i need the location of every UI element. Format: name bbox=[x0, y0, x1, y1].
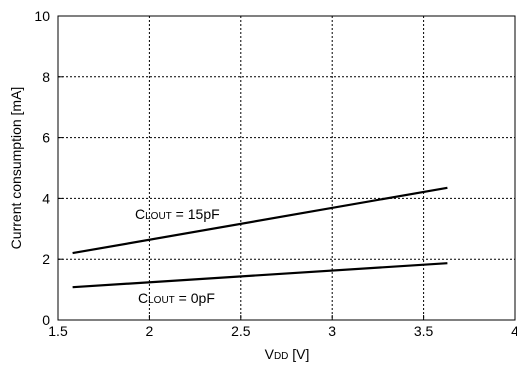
x-tick-label: 1.5 bbox=[48, 323, 68, 339]
y-tick-labels: 0 2 4 6 8 10 bbox=[34, 8, 50, 328]
y-axis-title: Current consumption [mA] bbox=[8, 87, 24, 250]
x-axis-title: VDD [V] bbox=[265, 346, 310, 362]
y-tick-label: 10 bbox=[34, 8, 50, 24]
y-tick-label: 0 bbox=[42, 312, 50, 328]
series-label-15pf: CLOUT = 15pF bbox=[135, 206, 220, 222]
y-tick-label: 8 bbox=[42, 69, 50, 85]
y-tick-label: 6 bbox=[42, 130, 50, 146]
series-line-15pf bbox=[72, 186, 448, 255]
y-tick-label: 2 bbox=[42, 251, 50, 267]
series-line-0pf bbox=[72, 262, 448, 289]
x-tick-label: 3 bbox=[328, 323, 336, 339]
y-tick-label: 4 bbox=[42, 190, 50, 206]
x-tick-label: 4 bbox=[511, 323, 517, 339]
series-lines bbox=[72, 186, 448, 289]
x-tick-labels: 1.5 2 2.5 3 3.5 4 bbox=[48, 323, 517, 339]
axis-ticks bbox=[57, 15, 516, 321]
x-tick-label: 3.5 bbox=[414, 323, 434, 339]
x-tick-label: 2 bbox=[146, 323, 154, 339]
plot-frame bbox=[57, 15, 516, 321]
grid-lines bbox=[58, 16, 515, 320]
series-label-0pf: CLOUT = 0pF bbox=[138, 290, 215, 306]
x-tick-label: 2.5 bbox=[231, 323, 251, 339]
